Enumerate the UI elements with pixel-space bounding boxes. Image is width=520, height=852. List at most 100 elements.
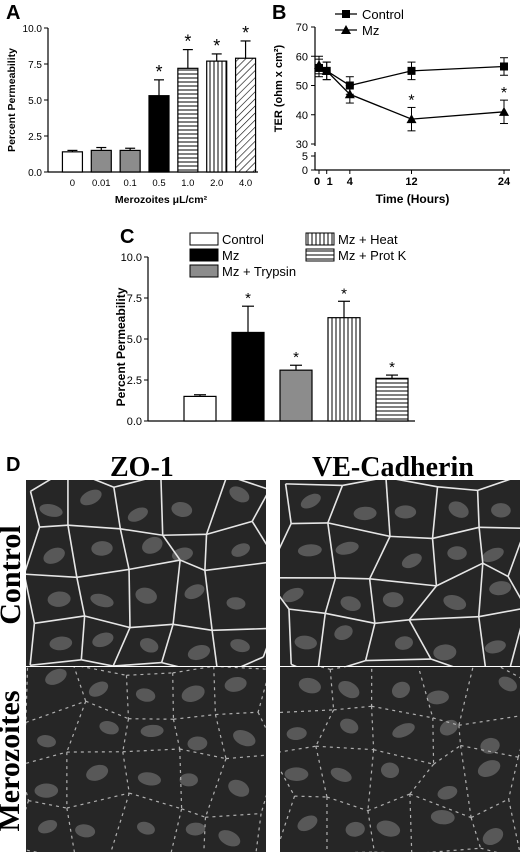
cell-junction: [315, 746, 328, 798]
cell-junction: [172, 559, 181, 625]
cell-nucleus: [447, 546, 467, 560]
cell-junction: [396, 480, 438, 488]
y-tick-label-c: 5.0: [127, 334, 142, 346]
cell-nucleus: [376, 820, 401, 837]
cell-junction: [204, 534, 208, 571]
cell-nucleus: [394, 636, 413, 650]
cell-nucleus: [49, 636, 73, 651]
cell-nucleus: [340, 718, 359, 734]
cell-junction: [330, 667, 347, 670]
cell-junction: [333, 705, 372, 711]
x-tick-label-a: 0: [70, 178, 75, 189]
cell-nucleus: [484, 640, 506, 654]
cell-junction: [212, 627, 266, 632]
cell-junction: [128, 569, 131, 628]
cell-junction: [432, 717, 460, 726]
cell-junction: [122, 718, 130, 752]
cell-junction: [335, 577, 370, 580]
cell-junction: [507, 541, 520, 577]
cell-nucleus: [99, 721, 119, 735]
cell-junction: [458, 715, 520, 726]
cell-junction: [280, 795, 296, 843]
cell-junction: [477, 616, 487, 666]
cell-junction: [507, 576, 520, 600]
cell-junction: [329, 669, 335, 710]
cell-junction: [325, 612, 376, 625]
cell-nucleus: [47, 591, 71, 607]
panel-letter-a: A: [6, 2, 21, 24]
cell-junction: [73, 667, 87, 702]
cell-junction: [225, 754, 266, 760]
cell-junction: [385, 480, 391, 537]
cell-junction: [477, 480, 511, 492]
cell-junction: [122, 748, 180, 753]
cell-nucleus: [294, 635, 317, 650]
cell-junction: [113, 487, 122, 529]
cell-nucleus: [187, 736, 208, 751]
cell-junction: [324, 577, 337, 614]
cell-junction: [26, 526, 41, 572]
y-tick-label-b: 60: [296, 51, 308, 63]
cell-nucleus: [75, 824, 96, 838]
y-tick-label-c: 2.5: [127, 375, 142, 387]
cell-nucleus: [137, 772, 161, 786]
x-tick-label-a: 4.0: [239, 178, 252, 189]
chart-c: 0.0 2.5 5.0 7.5 10.0 Percent Permeability * * * *…: [114, 232, 415, 428]
bar-c-mz-trypsin: [279, 369, 313, 422]
cell-junction: [369, 578, 437, 587]
cell-junction: [509, 627, 520, 666]
cell-nucleus: [139, 638, 159, 653]
cell-junction: [112, 627, 131, 666]
cell-junction: [319, 667, 331, 670]
cell-junction: [215, 711, 259, 716]
cell-junction: [204, 570, 213, 631]
y-tick-label-a: 0.0: [28, 168, 42, 179]
cell-junction: [93, 480, 115, 489]
bar-a-0.5: [148, 95, 170, 173]
cell-junction: [262, 647, 266, 658]
x-tick-label-b: 0: [314, 176, 320, 188]
cell-nucleus: [477, 760, 501, 777]
cell-junction: [288, 609, 292, 665]
cell-nucleus: [80, 489, 102, 506]
cell-junction: [80, 615, 86, 660]
cell-junction: [179, 748, 183, 809]
cell-junction: [327, 522, 391, 538]
significance-b: *: [501, 85, 507, 102]
cell-junction: [162, 533, 207, 537]
cell-junction: [437, 486, 478, 492]
cell-junction: [204, 561, 266, 572]
x-tick-label-b: 12: [405, 176, 417, 188]
cell-nucleus: [218, 830, 241, 847]
cell-junction: [129, 792, 182, 810]
cell-junction: [34, 615, 85, 625]
column-label-zo1: ZO-1: [110, 452, 174, 483]
cell-junction: [408, 585, 438, 621]
cell-nucleus: [184, 584, 205, 600]
legend-swatch-c: [305, 232, 335, 246]
cell-junction: [478, 527, 484, 564]
cell-nucleus: [228, 779, 250, 797]
cell-junction: [480, 847, 498, 852]
cell-nucleus: [233, 729, 256, 747]
cell-nucleus: [498, 676, 517, 692]
cell-junction: [110, 792, 130, 852]
cell-nucleus: [181, 685, 205, 703]
cell-junction: [30, 480, 51, 493]
cell-junction: [285, 483, 343, 487]
significance-a: *: [213, 36, 220, 56]
cell-nucleus: [91, 541, 113, 556]
cell-nucleus: [433, 644, 457, 661]
cell-junction: [373, 749, 434, 765]
cell-nucleus: [37, 735, 56, 748]
cell-junction: [85, 700, 129, 720]
cell-nucleus: [284, 767, 309, 781]
cell-junction: [238, 480, 266, 490]
cell-nucleus: [230, 639, 250, 653]
cell-nucleus: [86, 764, 109, 781]
y-tick-label-a: 2.5: [28, 132, 42, 143]
cell-nucleus: [300, 493, 321, 509]
x-axis-label-a: Merozoites μL/cm²: [115, 194, 208, 206]
point-control: [407, 66, 416, 75]
legend-swatch-c: [189, 232, 219, 246]
